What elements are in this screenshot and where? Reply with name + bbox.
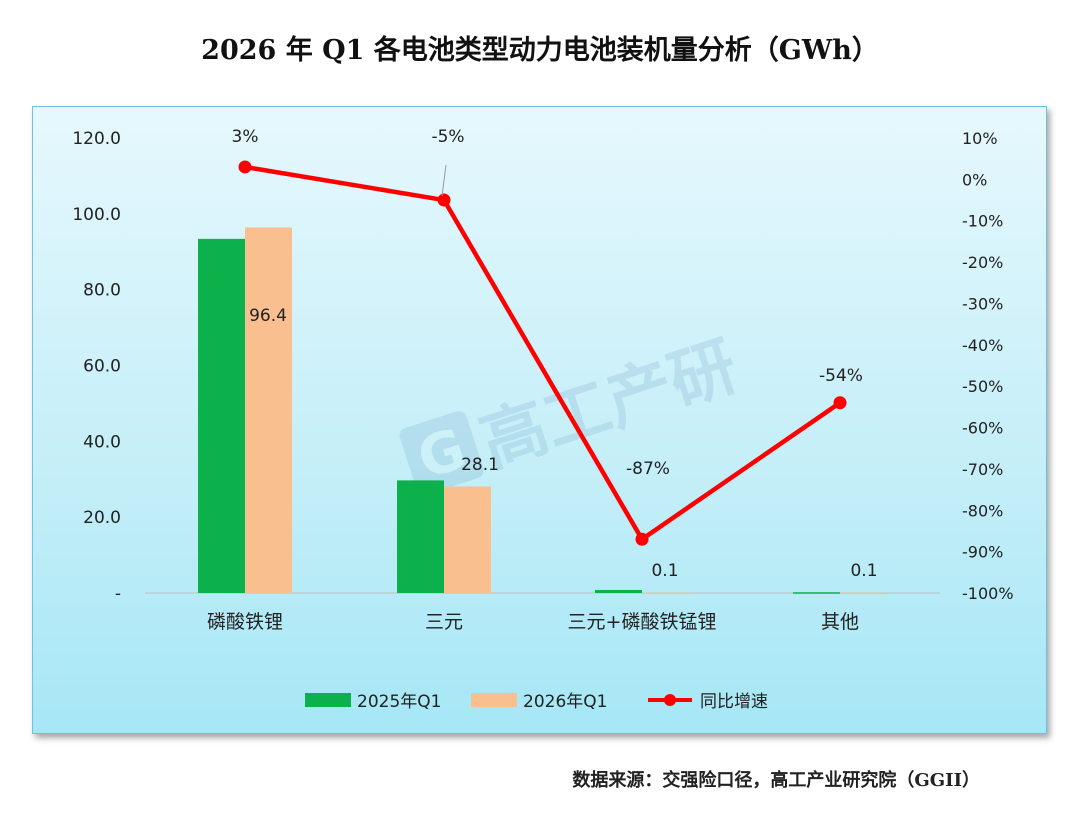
bar-2025q1 xyxy=(595,589,642,593)
y-right-tick-label: 10% xyxy=(962,129,998,148)
growth-point xyxy=(437,193,451,207)
legend-label-2025q1: 2025年Q1 xyxy=(357,692,441,712)
y-right-tick-label: 0% xyxy=(962,170,987,189)
y-right-tick-label: -40% xyxy=(962,336,1003,355)
y-left-tick-label: 60.0 xyxy=(83,357,121,377)
legend-swatch-2025q1 xyxy=(305,693,351,707)
x-category-label: 三元 xyxy=(425,611,463,633)
y-right-tick-label: -60% xyxy=(962,419,1003,438)
growth-point xyxy=(833,396,847,410)
legend-label-2026q1: 2026年Q1 xyxy=(523,692,607,712)
growth-value-label: -54% xyxy=(819,366,863,386)
bar-2025q1 xyxy=(397,480,444,593)
y-right-tick-label: -30% xyxy=(962,294,1003,313)
bar-value-label: 0.1 xyxy=(651,561,678,581)
bar-2026q1 xyxy=(840,592,887,595)
y-left-tick-label: 20.0 xyxy=(83,508,121,528)
growth-value-label: -5% xyxy=(431,127,464,147)
y-right-tick-label: -50% xyxy=(962,377,1003,396)
bar-2025q1 xyxy=(198,238,245,593)
axes: - 20.0 40.0 60.0 80.0 100.0 120.0 -100% -90% -80%… xyxy=(72,129,1013,633)
source-note: 数据来源：交强险口径，高工产业研究院（GGII） xyxy=(572,770,980,791)
growth-point xyxy=(238,160,252,174)
legend-marker-growth xyxy=(664,694,676,706)
y-left-tick-label: 80.0 xyxy=(83,281,121,301)
y-right-tick-label: -90% xyxy=(962,543,1003,562)
page-title: 2026 年 Q1 各电池类型动力电池装机量分析（GWh） xyxy=(201,35,879,66)
legend: 2025年Q1 2026年Q1 同比增速 xyxy=(305,692,768,712)
x-category-label: 其他 xyxy=(821,611,859,633)
label-leader-line xyxy=(441,164,447,197)
bar-2025q1 xyxy=(793,592,840,594)
y-left-tick-label: 120.0 xyxy=(72,129,121,149)
bar-value-label: 0.1 xyxy=(850,561,877,581)
legend-swatch-2026q1 xyxy=(471,693,517,707)
y-right-tick-label: -70% xyxy=(962,460,1003,479)
y-right-tick-label: -20% xyxy=(962,253,1003,272)
growth-value-label: 3% xyxy=(232,127,259,147)
bars xyxy=(198,227,887,595)
y-left-tick-label: 40.0 xyxy=(83,432,121,452)
bar-2026q1 xyxy=(245,227,292,593)
y-left-tick-label: 100.0 xyxy=(72,205,121,225)
growth-line-path xyxy=(244,164,842,542)
x-category-label: 磷酸铁锂 xyxy=(207,611,283,633)
watermark-g-logo xyxy=(399,410,484,496)
legend-label-growth: 同比增速 xyxy=(700,692,768,712)
bar-2026q1 xyxy=(642,592,689,595)
y-right-tick-label: -80% xyxy=(962,501,1003,520)
y-right-tick-label: -10% xyxy=(962,212,1003,231)
data-labels: 96.4 28.1 0.1 0.1 3% -5% -87% -54% xyxy=(232,127,878,581)
y-left-tick-label: - xyxy=(115,584,121,604)
bar-value-label: 96.4 xyxy=(249,306,287,326)
y-right-tick-label: -100% xyxy=(962,584,1014,603)
bar-value-label: 28.1 xyxy=(461,455,499,475)
growth-point xyxy=(635,532,649,546)
watermark-text: 高工产研 xyxy=(471,327,746,482)
growth-line xyxy=(238,160,847,546)
growth-value-label: -87% xyxy=(626,459,670,479)
bar-2026q1 xyxy=(444,486,491,593)
x-category-label: 三元+磷酸铁锰锂 xyxy=(568,611,717,633)
